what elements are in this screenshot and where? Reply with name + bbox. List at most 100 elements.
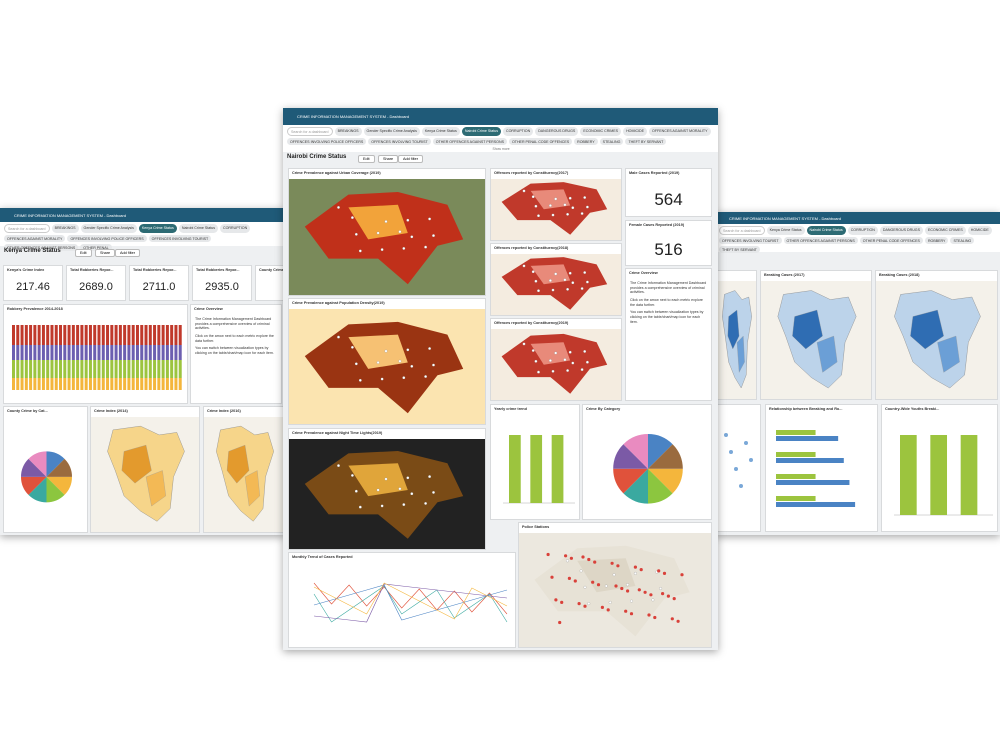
graphic	[289, 439, 485, 549]
dashboard-tab[interactable]: STEALING	[950, 237, 975, 244]
graphic	[776, 430, 856, 507]
graphic	[491, 329, 621, 400]
graphic	[491, 254, 621, 315]
toolbar-button[interactable]: Edit	[75, 249, 92, 257]
dashboard-title: Nairobi Crime Status	[287, 154, 347, 160]
dashboard-tab[interactable]: ECONOMIC CRIMES	[580, 127, 622, 136]
chart-panel: The Crime Information Management Dashboa…	[190, 304, 282, 404]
dashboard-tab[interactable]: OTHER OFFENCES AGAINST PERSONS	[432, 138, 507, 145]
dashboard-tab[interactable]: Nairobi Crime Status	[461, 127, 502, 136]
show-more[interactable]: Show more	[492, 147, 510, 151]
dashboard-tab[interactable]: HOMICIDE	[967, 226, 992, 235]
toolbar-button[interactable]: Add filter	[398, 155, 423, 163]
metric-tile: Total Robberies Repor... 2711.0	[129, 265, 189, 301]
overview-text: The Crime Information Management Dashboa…	[630, 281, 707, 327]
graphic	[519, 533, 711, 647]
app-header: CRIME INFORMATION MANAGEMENT SYSTEM - Da…	[715, 212, 1000, 224]
chart-panel: Crime Index (2014)	[90, 406, 200, 533]
dashboard-tab[interactable]: Kenya Crime Status	[138, 224, 177, 233]
dashboard-tab[interactable]: OFFENCES INVOLVING TOURIST	[148, 235, 212, 242]
metric-tile: Female Cases Reported (2019) 516	[625, 220, 712, 266]
tile-title: Kenya's Crime Index	[7, 268, 45, 272]
tile-title: Female Cases Reported (2019)	[629, 223, 685, 227]
dashboard-tab[interactable]: OFFENCES AGAINST MORALITY	[4, 235, 66, 242]
toolbar-button[interactable]: Edit	[358, 155, 375, 163]
graphic	[204, 417, 284, 532]
dashboard-tab[interactable]: THEFT BY SERVANT	[719, 246, 760, 253]
dashboard-tab[interactable]: OFFENCES INVOLVING POLICE OFFICERS	[67, 235, 147, 242]
dashboard-tab[interactable]: ROBBERY	[574, 138, 598, 145]
dashboard-tab[interactable]: ECONOMIC CRIMES	[925, 226, 966, 235]
dashboard-tab[interactable]: Gender Specific Crime Analysis	[80, 224, 137, 233]
dashboard-tab[interactable]: ROBBERY	[924, 237, 949, 244]
panel-title: Crime Prevalence against Night Time Ligh…	[292, 431, 383, 435]
tile-title: Total Robberies Repor...	[70, 268, 114, 272]
dashboard-tab[interactable]: OFFENCES INVOLVING POLICE OFFICERS	[287, 138, 367, 145]
dashboard-tab[interactable]: BREAKINGS	[51, 224, 79, 233]
overview-paragraph: The Crime Information Management Dashboa…	[630, 281, 707, 295]
dashboard-tab[interactable]: OFFENCES AGAINST MORALITY	[649, 127, 711, 136]
dashboard-tab[interactable]: CORRUPTION	[220, 224, 251, 233]
tile-value: 217.46	[16, 281, 50, 294]
dashboard-tab[interactable]: OTHER PENAL CODE OFFENCES	[508, 138, 573, 145]
panel-title: Offences reported by Constituency(2018)	[494, 246, 569, 250]
panel-title: Offences reported by Constituency(2017)	[494, 171, 569, 175]
dashboard-tab[interactable]: OTHER OFFENCES AGAINST PERSONS	[4, 244, 79, 251]
dashboard-title: Kenya Crime Status	[4, 248, 61, 254]
dashboard-tab[interactable]: Kenya Crime Status	[421, 127, 460, 136]
chart-panel: Offences reported by Constituency(2017)	[490, 168, 622, 241]
dashboard-tabs: Search for a dashboard Kenya Crime Status…	[715, 224, 1000, 253]
dashboard-tab[interactable]: OTHER PENAL CODE OFFENCES	[859, 237, 923, 244]
chart-panel: Breaking Cases (2017)	[760, 270, 872, 400]
graphic	[716, 281, 756, 399]
tile-title: Male Cases Reported (2019)	[629, 171, 680, 175]
dashboard-tab[interactable]: OTHER PENAL	[80, 244, 112, 251]
toolbar-button[interactable]: Add filter	[115, 249, 140, 257]
map-panel	[715, 270, 757, 400]
graphic	[12, 325, 182, 390]
dashboard-tabs: Search for a dashboard BREAKINGS Gender Sp…	[0, 222, 285, 251]
panel-title: Breaking Cases (2017)	[764, 273, 805, 277]
panel-title: Breaking Cases (2018)	[879, 273, 920, 277]
dashboard-tab[interactable]: STEALING	[599, 138, 624, 145]
chart-panel: Monthly Trend of Cases Reported	[288, 552, 516, 648]
toolbar-button[interactable]: Share	[378, 155, 399, 163]
dashboard-tab[interactable]: HOMICIDE	[623, 127, 648, 136]
dashboard-tab[interactable]: BREAKINGS	[334, 127, 362, 136]
chart-panel: Crime Prevalence against Night Time Ligh…	[288, 428, 486, 550]
dashboard-tab[interactable]: Nairobi Crime Status	[178, 224, 219, 233]
overview-paragraph: You can switch between visualization typ…	[630, 310, 704, 324]
panel-title: Country-Wide Youths Breaki...	[885, 407, 940, 411]
chart-panel: Yearly crime trend	[490, 404, 580, 520]
chart-panel: Crime Prevalence against Urban Coverage …	[288, 168, 486, 296]
dashboard-tab[interactable]: Kenya Crime Status	[766, 226, 805, 235]
graphic	[894, 435, 993, 516]
dashboard-tab[interactable]: Gender Specific Crime Analysis	[363, 127, 420, 136]
dashboard-tab[interactable]: THEFT BY SERVANT	[625, 138, 667, 145]
search-box[interactable]: Search for a dashboard	[4, 224, 50, 233]
panel-title: Robbery Prevalence 2014-2018	[7, 307, 63, 311]
chart-panel: Robbery Prevalence 2014-2018	[3, 304, 188, 404]
panel-title: Crime Overview	[194, 307, 223, 311]
tile-value: 516	[654, 240, 683, 260]
dashboard-tab[interactable]: CORRUPTION	[503, 127, 534, 136]
chart-panel: Crime Index (2016)	[203, 406, 285, 533]
panel-title: County Crime by Cat...	[7, 409, 48, 413]
dashboard-tab[interactable]: OTHER OFFENCES AGAINST PERSONS	[783, 237, 858, 244]
graphic	[313, 582, 508, 623]
graphic	[21, 451, 72, 503]
search-box[interactable]: Search for a dashboard	[287, 127, 333, 136]
dashboard-tab[interactable]: DANGEROUS DRUGS	[535, 127, 579, 136]
graphic	[289, 179, 485, 295]
dashboard-tab[interactable]: DANGEROUS DRUGS	[879, 226, 923, 235]
panel-title: Monthly Trend of Cases Reported	[292, 555, 353, 559]
dashboard-tab[interactable]: OFFENCES INVOLVING TOURIST	[368, 138, 431, 145]
dashboard-tab[interactable]: OFFENCES INVOLVING TOURIST	[719, 237, 782, 244]
dashboard-tab[interactable]: Nairobi Crime Status	[806, 226, 846, 235]
toolbar-button[interactable]: Share	[95, 249, 116, 257]
search-box[interactable]: Search for a dashboard	[719, 226, 765, 235]
overview-paragraph: Click on the arrow next to each metric e…	[195, 334, 274, 343]
graphic	[761, 281, 871, 399]
dashboard-tab[interactable]: CORRUPTION	[847, 226, 878, 235]
